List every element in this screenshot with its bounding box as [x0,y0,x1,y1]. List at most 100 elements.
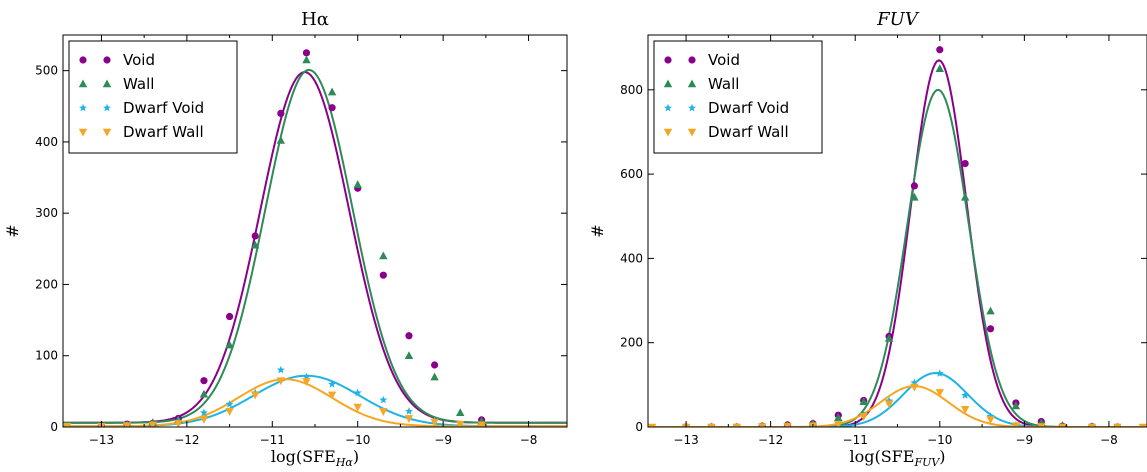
legend-item-dwarf-void: Dwarf Void [664,99,789,117]
series-dwarf-wall [648,383,1147,427]
data-point [935,64,944,73]
data-point [456,408,465,417]
x-axis-label-subscript: Hα [335,456,354,469]
data-point [1037,423,1046,427]
data-point [174,420,183,427]
x-tick-label: −13 [673,433,698,447]
data-point [707,423,716,427]
data-point [961,391,970,399]
data-point [302,55,311,64]
data-point [430,418,439,427]
data-point [302,378,311,386]
x-tick-label: −9 [1016,433,1034,447]
legend-box [68,40,238,154]
chart-title: FUV [876,9,920,30]
legend-label: Wall [708,75,739,93]
data-point [757,423,767,427]
x-axis-label-main: log(SFE [271,447,336,466]
y-tick-label: 200 [620,336,643,350]
data-point [960,192,970,201]
data-point [834,421,843,427]
data-point [936,46,944,54]
x-tick-label: −11 [260,433,285,447]
data-point [910,182,919,190]
x-tick-label: −12 [174,433,199,447]
y-tick-label: 100 [35,349,58,363]
data-point [910,378,919,387]
data-point [63,422,72,427]
legend: Void Wall Dwarf Void Dwarf Wall [653,40,823,154]
chart-title: Hα [301,9,329,30]
data-point [122,422,132,427]
legend-marker [79,103,87,112]
x-axis-label: log(SFEFUV) [849,447,945,469]
legend-marker [102,79,112,88]
x-tick-label: −12 [758,433,783,447]
data-point [961,159,969,168]
legend-item-dwarf-wall: Dwarf Wall [663,123,789,141]
legend-marker [688,56,696,64]
legend-marker [78,128,88,137]
data-point [935,369,944,377]
legend-marker [687,128,697,137]
legend-box [653,40,823,154]
legend-marker [687,79,697,88]
data-point [199,415,209,424]
data-point [783,422,792,427]
data-point [910,192,919,201]
legend-marker [78,79,88,88]
data-point [648,423,657,427]
chart-panel-1: −13 −12 −11 −10 −9 −80100200300400500Hαlog(SF… [3,9,568,469]
data-point [884,333,894,342]
data-point [379,395,388,404]
legend-label: Dwarf Void [708,99,789,117]
data-point [328,104,336,112]
data-point [251,240,260,249]
data-point [910,383,919,392]
legend-label: Void [708,51,740,69]
legend-label: Dwarf Void [123,99,204,117]
data-point [1087,423,1097,427]
legend-label: Dwarf Wall [708,123,789,141]
data-point [1113,423,1122,427]
legend-item-wall: Wall [663,75,739,93]
x-axis-label-main: log(SFE [849,447,914,466]
x-tick-label: −10 [927,433,952,447]
y-tick-label: 0 [50,420,58,434]
data-point [328,380,337,388]
y-tick-label: 300 [35,206,58,220]
y-tick-label: 400 [35,135,58,149]
x-tick-label: −9 [434,433,452,447]
x-tick-label: −11 [843,433,868,447]
data-point [276,135,286,144]
data-point [302,372,311,381]
fit-curve-dwarf-void [648,372,1147,427]
data-point [379,251,388,260]
y-axis-label: # [588,224,607,237]
data-point [404,415,414,423]
data-point [200,377,208,385]
x-axis-label: log(SFEHα) [271,447,359,469]
legend-item-void: Void [664,51,740,69]
data-point [884,400,894,409]
data-point [935,389,944,397]
data-point [859,413,868,421]
data-point [456,420,465,427]
data-point [199,408,208,417]
data-point [986,412,995,420]
x-axis-label-subscript: FUV [913,456,940,469]
fit-curve-dwarf-void [63,374,567,427]
data-point [404,351,414,360]
data-point [277,109,285,117]
data-point [430,372,439,381]
x-tick-label: −10 [345,433,370,447]
data-point [327,87,337,96]
data-point [1138,423,1147,427]
data-point [353,180,362,188]
x-axis-label-close: ) [939,447,945,466]
legend-label: Void [123,51,155,69]
data-point [251,232,259,240]
legend-marker [79,56,87,64]
data-point [199,389,209,398]
